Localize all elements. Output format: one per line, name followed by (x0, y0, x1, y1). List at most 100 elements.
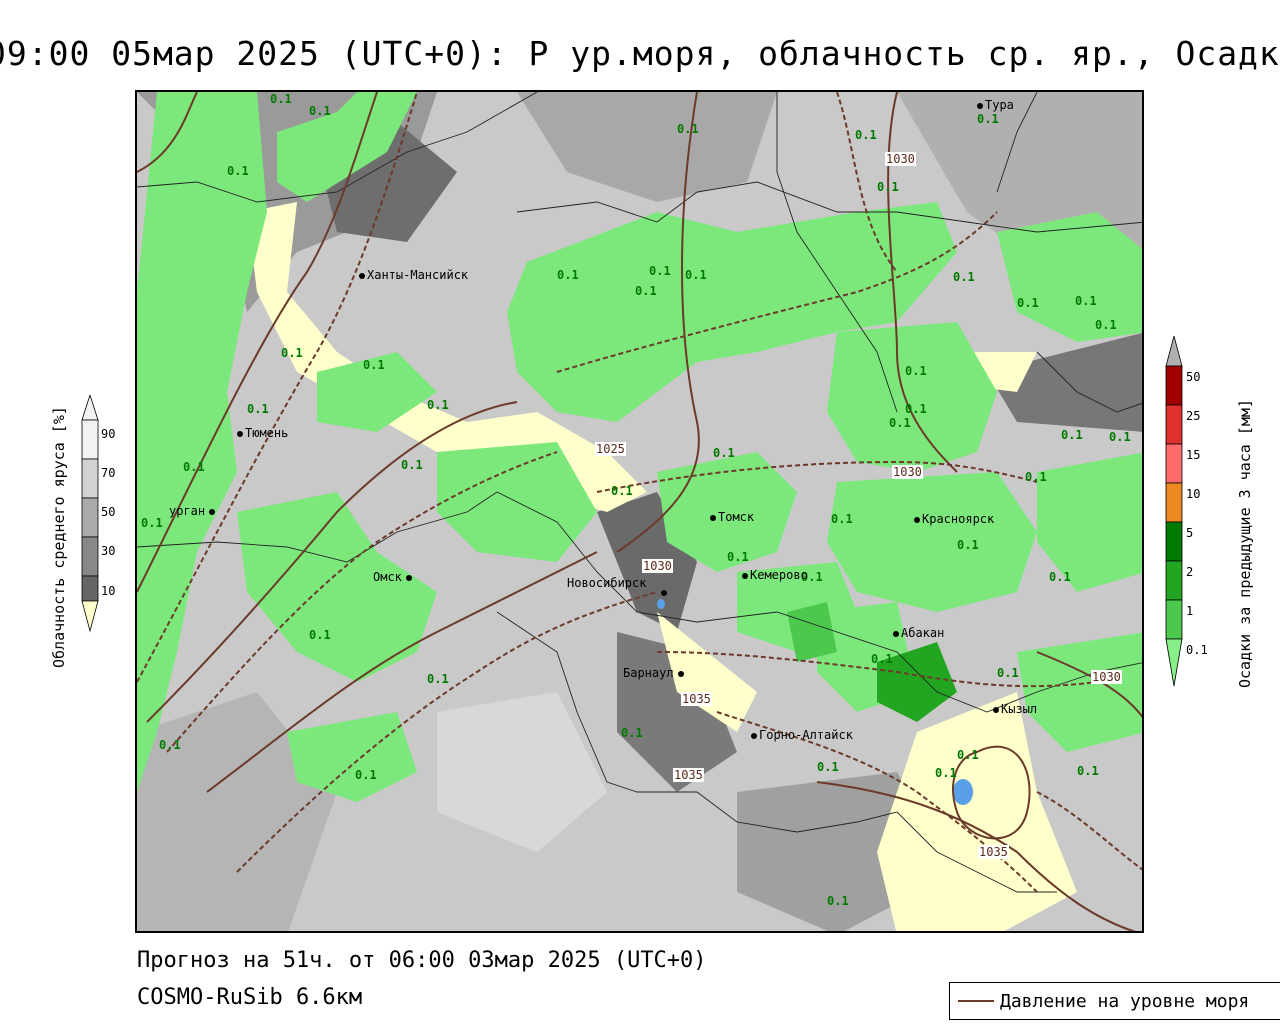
isobar-label: 1025 (595, 442, 626, 456)
precip-label: 0.1 (855, 128, 877, 142)
precip-label: 0.1 (247, 402, 269, 416)
city-label: урган (169, 504, 217, 518)
precip-label: 0.1 (713, 446, 735, 460)
precip-label: 0.1 (1025, 470, 1047, 484)
cloud-scale-bar (81, 395, 99, 633)
city-marker (893, 630, 899, 637)
isobar-label: 1030 (1091, 670, 1122, 684)
isobar-label: 1035 (978, 845, 1009, 859)
city-marker (237, 430, 243, 437)
map-title: 09:00 05мар 2025 (UTC+0): P ур.моря, обл… (0, 34, 1280, 73)
precip-label: 0.1 (309, 628, 331, 642)
precip-label: 0.1 (817, 760, 839, 774)
precip-label: 0.1 (957, 538, 979, 552)
cloud-tick-50: 50 (101, 505, 116, 519)
forecast-map: 0.1 0.1 0.1 0.1 0.1 0.1 0.1 0.1 0.1 0.1 … (135, 90, 1144, 933)
city-label: Томск (710, 510, 754, 524)
pressure-legend-label: Давление на уровне моря (1000, 991, 1250, 1012)
precip-label: 0.1 (677, 122, 699, 136)
precip-label: 0.1 (1109, 430, 1131, 444)
city-marker (359, 272, 365, 279)
cloud-tick-30: 30 (101, 544, 116, 558)
forecast-info: Прогноз на 51ч. от 06:00 03мар 2025 (UTC… (137, 948, 707, 973)
city-label: Абакан (893, 626, 944, 640)
precip-label: 0.1 (363, 358, 385, 372)
precip-label: 0.1 (871, 652, 893, 666)
city-marker (751, 732, 757, 739)
city-label: Горно-Алтайск (751, 728, 853, 742)
precip-tick-1: 1 (1186, 604, 1194, 618)
cloud-scale-label: Облачность среднего яруса [%] (50, 406, 68, 668)
city-marker (710, 514, 716, 521)
precip-tick-0-1: 0.1 (1186, 643, 1208, 657)
precip-label: 0.1 (159, 738, 181, 752)
city-label: Новосибирск (567, 576, 647, 590)
precip-label: 0.1 (1049, 570, 1071, 584)
city-marker (677, 670, 684, 677)
city-marker (661, 590, 667, 596)
isobar-label: 1030 (892, 465, 923, 479)
precip-label: 0.1 (877, 180, 899, 194)
precip-label: 0.1 (997, 666, 1019, 680)
precip-label: 0.1 (427, 398, 449, 412)
precip-label: 0.1 (401, 458, 423, 472)
precip-label: 0.1 (953, 270, 975, 284)
precip-label: 0.1 (270, 92, 292, 106)
precip-label: 0.1 (355, 768, 377, 782)
precip-scale-bar (1165, 336, 1183, 687)
cloud-tick-10: 10 (101, 584, 116, 598)
city-marker (742, 572, 748, 579)
city-marker (977, 102, 983, 109)
city-marker (993, 706, 999, 713)
city-marker (405, 574, 412, 581)
precip-label: 0.1 (1095, 318, 1117, 332)
precip-label: 0.1 (635, 284, 657, 298)
isobar-label: 1035 (673, 768, 704, 782)
precip-tick-2: 2 (1186, 565, 1194, 579)
precip-label: 0.1 (957, 748, 979, 762)
precip-tick-25: 25 (1186, 409, 1201, 423)
precip-label: 0.1 (557, 268, 579, 282)
precip-label: 0.1 (427, 672, 449, 686)
isobar-line-sample (958, 1000, 994, 1002)
city-label: Барнаул (623, 666, 686, 680)
city-label: Омск (373, 570, 414, 584)
city-label: Кемерово (742, 568, 808, 582)
pressure-legend: Давление на уровне моря (949, 982, 1280, 1020)
precip-label: 0.1 (1077, 764, 1099, 778)
precip-tick-15: 15 (1186, 448, 1201, 462)
precip-label: 0.1 (227, 164, 249, 178)
isobar-label: 1030 (885, 152, 916, 166)
precip-label: 0.1 (183, 460, 205, 474)
precip-label: 0.1 (831, 512, 853, 526)
precip-label: 0.1 (685, 268, 707, 282)
precip-label: 0.1 (281, 346, 303, 360)
cloud-tick-90: 90 (101, 427, 116, 441)
city-label: Тура (977, 98, 1014, 112)
precip-label: 0.1 (935, 766, 957, 780)
precip-tick-5: 5 (1186, 526, 1194, 540)
city-label: Ханты-Мансийск (359, 268, 468, 282)
precip-label: 0.1 (1017, 296, 1039, 310)
city-marker (209, 508, 216, 515)
precip-label: 0.1 (801, 570, 823, 584)
precip-label: 0.1 (977, 112, 999, 126)
precip-label: 0.1 (1061, 428, 1083, 442)
precip-scale-label: Осадки за предыдущие 3 часа [мм] (1236, 399, 1254, 688)
precip-label: 0.1 (827, 894, 849, 908)
isobar-label: 1035 (681, 692, 712, 706)
precip-label: 0.1 (905, 364, 927, 378)
precip-label: 0.1 (727, 550, 749, 564)
precip-label: 0.1 (649, 264, 671, 278)
city-label: Кызыл (993, 702, 1037, 716)
precip-tick-50: 50 (1186, 370, 1201, 384)
precip-label: 0.1 (621, 726, 643, 740)
city-marker (914, 516, 920, 523)
precip-label: 0.1 (309, 104, 331, 118)
precip-label: 0.1 (141, 516, 163, 530)
map-graphics (137, 92, 1142, 931)
precip-label: 0.1 (889, 416, 911, 430)
precip-label: 0.1 (905, 402, 927, 416)
cloud-tick-70: 70 (101, 466, 116, 480)
isobar-label: 1030 (642, 559, 673, 573)
